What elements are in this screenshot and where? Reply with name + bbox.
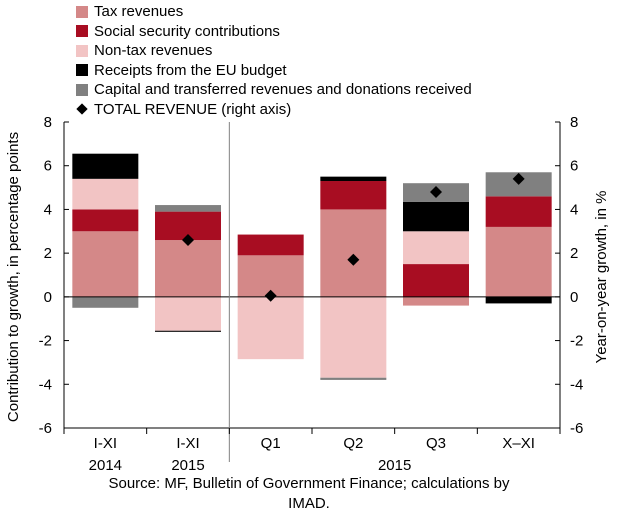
bar-segment-4-3: [403, 201, 469, 232]
legend-label-tax: Tax revenues: [94, 3, 184, 21]
left-tick-label: -4: [39, 376, 52, 393]
source-line-2: IMAD.: [288, 495, 330, 512]
total-revenue-marker: [182, 234, 194, 247]
bar-segment-1-4: [155, 205, 221, 212]
axes-layer: [63, 121, 561, 462]
right-tick-label: 4: [570, 201, 578, 218]
bar-segment-0-1: [72, 209, 139, 232]
bar-segment-1-0: [155, 240, 221, 297]
y-axis-title: Contribution to growth, in percentage po…: [5, 132, 22, 422]
bar-segment-3-1: [320, 181, 387, 210]
bar-segment-0-4: [72, 296, 139, 308]
right-tick-label: 6: [570, 158, 578, 175]
quarter-group-year-label: 2015: [378, 457, 411, 474]
category-label: I-XI: [94, 435, 117, 452]
legend-swatch-social: [76, 25, 88, 38]
total-revenue-marker: [512, 172, 525, 185]
category-label: I-XI: [176, 435, 199, 452]
legend-swatch-nontax: [76, 44, 88, 57]
bar-segment-4-2: [403, 231, 469, 265]
bar-segment-0-0: [72, 231, 139, 297]
legend-item-total: TOTAL REVENUE (right axis): [76, 100, 472, 120]
legend-diamond-icon: [76, 103, 88, 115]
legend-label-capital: Capital and transferred revenues and don…: [94, 81, 472, 99]
legend: Tax revenues Social security contributio…: [76, 2, 472, 119]
total-markers-layer: [99, 157, 525, 302]
left-tick-label: 2: [44, 245, 52, 262]
category-label: Q2: [343, 435, 363, 452]
bar-segment-3-0: [320, 209, 387, 297]
bar-segment-4-0: [403, 296, 469, 306]
bar-segment-0-2: [72, 178, 139, 210]
legend-swatch-tax: [76, 5, 88, 18]
source-note: Source: MF, Bulletin of Government Finan…: [0, 474, 618, 514]
legend-item-tax: Tax revenues: [76, 2, 472, 22]
legend-item-eu: Receipts from the EU budget: [76, 61, 472, 81]
left-tick-label: 8: [44, 114, 52, 131]
bar-segment-1-2: [155, 296, 221, 331]
left-tick-label: 4: [44, 201, 52, 218]
right-tick-label: 2: [570, 245, 578, 262]
bar-segment-5-0: [485, 226, 552, 297]
category-label: Q1: [261, 435, 281, 452]
bar-segment-3-3: [320, 176, 387, 182]
legend-swatch-capital: [76, 83, 88, 96]
bar-segment-1-3: [155, 330, 221, 332]
category-year-label: 2015: [171, 457, 204, 474]
category-label: Q3: [426, 435, 446, 452]
bar-segment-3-2: [320, 296, 387, 378]
left-tick-label: -2: [39, 333, 52, 350]
category-year-label: 2014: [89, 457, 122, 474]
right-tick-label: 0: [570, 289, 578, 306]
left-tick-label: 0: [44, 289, 52, 306]
bar-segment-2-1: [237, 234, 304, 256]
bar-segment-5-3: [485, 296, 552, 304]
total-revenue-marker: [430, 185, 442, 198]
right-tick-label: -2: [570, 333, 583, 350]
bars-layer: [72, 153, 552, 380]
right-tick-label: 8: [570, 114, 578, 131]
right-tick-label: -6: [570, 420, 583, 437]
y2-axis-title: Year-on-year growth, in %: [593, 191, 610, 364]
bar-segment-4-1: [403, 264, 469, 297]
category-label: X–XI: [502, 435, 535, 452]
legend-item-nontax: Non-tax revenues: [76, 41, 472, 61]
total-revenue-marker: [264, 289, 277, 302]
left-tick-label: 6: [44, 158, 52, 175]
total-revenue-marker: [347, 253, 360, 266]
labels-layer: -6 -6 -4 -4 -2 -2 0 0 2 2 4 4 6 6 8 8 I-XI I-XI Q1 Q2 Q3 X–XI…: [5, 114, 610, 474]
legend-item-capital: Capital and transferred revenues and don…: [76, 80, 472, 100]
legend-label-total: TOTAL REVENUE (right axis): [94, 100, 292, 118]
legend-label-nontax: Non-tax revenues: [94, 42, 213, 60]
total-revenue-marker: [99, 157, 112, 170]
legend-label-eu: Receipts from the EU budget: [94, 61, 287, 79]
source-line-1: Source: MF, Bulletin of Government Finan…: [108, 475, 510, 492]
left-tick-label: -6: [39, 420, 52, 437]
legend-item-social: Social security contributions: [76, 22, 472, 42]
bar-segment-2-2: [237, 296, 304, 360]
bar-segment-5-1: [485, 196, 552, 227]
legend-label-social: Social security contributions: [94, 22, 280, 40]
right-tick-label: -4: [570, 376, 583, 393]
bar-segment-3-4: [320, 377, 387, 380]
legend-swatch-eu: [76, 64, 88, 77]
